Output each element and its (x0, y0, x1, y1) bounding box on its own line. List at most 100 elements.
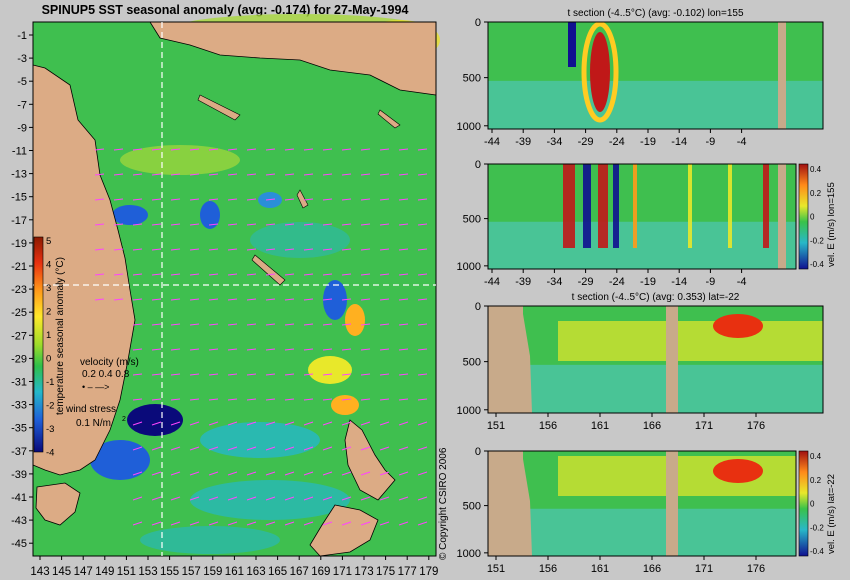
map-y-tick-label: -7 (17, 99, 27, 111)
wind-vector (417, 323, 428, 326)
wind-vector (341, 348, 352, 351)
wind-vector (398, 421, 409, 426)
wind-vector (360, 348, 371, 351)
wind-vector (227, 323, 238, 326)
wind-vector (208, 198, 219, 201)
wind-vector (417, 223, 428, 226)
panel-side-label: vel. E (m/s) lon=155 (826, 182, 837, 267)
panel-y-tick-label: 1000 (457, 548, 481, 560)
wind-vector (360, 373, 371, 376)
wind-vector (246, 373, 257, 376)
map-x-tick-label: 143 (30, 566, 49, 578)
wind-vector (360, 198, 371, 201)
wind-vector (208, 398, 219, 401)
wind-vector (113, 198, 124, 201)
wind-vector (246, 298, 257, 301)
map-y-tick-label: -45 (11, 538, 27, 550)
wind-vector (417, 471, 428, 476)
wind-vector (379, 323, 390, 326)
wind-vector (341, 273, 352, 276)
panel-colorbar-tick-label: 0.4 (810, 165, 822, 174)
wind-vector (341, 198, 352, 201)
wind-vector (341, 421, 352, 426)
panel-x-tick-label: -29 (578, 276, 594, 288)
wind-vector (151, 148, 162, 151)
panel-x-tick-label: 166 (643, 563, 661, 575)
colorbar-tick-label: -3 (46, 424, 54, 435)
panel-deep-layer (488, 80, 823, 129)
wind-vector (303, 373, 314, 376)
panel-y-tick-label: 0 (475, 301, 481, 313)
panel-title: t section (-4..5°C) (avg: 0.353) lat=-22 (572, 292, 740, 303)
wind-vector (265, 521, 276, 526)
wind-vector (341, 173, 352, 176)
wind-vector (170, 471, 181, 476)
map-x-tick-label: 165 (268, 566, 287, 578)
wind-vector (341, 298, 352, 301)
colorbar-tick-label: -2 (46, 401, 54, 412)
panel-deep-layer (488, 508, 796, 556)
section-land-coast (488, 306, 532, 413)
panel-y-tick-label: 0 (475, 446, 481, 458)
wind-vector (94, 173, 105, 176)
wind-vector (170, 298, 181, 301)
panel-side-label: vel. E (m/s) lat=-22 (826, 474, 837, 554)
map-x-tick-label: 163 (246, 566, 265, 578)
wind-vector (303, 471, 314, 476)
wind-vector (284, 471, 295, 476)
velocity-band (613, 164, 619, 248)
wind-vector (246, 248, 257, 251)
wind-vector (208, 521, 219, 526)
wind-vector (246, 348, 257, 351)
map-anomaly-patch (200, 201, 220, 229)
cold-anomaly (568, 22, 576, 67)
wind-vector (189, 348, 200, 351)
wind-vector (132, 323, 143, 326)
wind-vector (189, 446, 200, 451)
wind-vector (379, 223, 390, 226)
wind-vector (170, 173, 181, 176)
wind-scale: 0.1 N/m (76, 418, 111, 429)
map-y-tick-label: -37 (11, 446, 27, 458)
panel-y-tick-label: 500 (463, 73, 481, 85)
section-panel: t section (-4..5°C) (avg: 0.353) lat=-22… (457, 292, 824, 432)
colorbar (33, 236, 44, 453)
wind-vector (265, 373, 276, 376)
wind-vector (360, 446, 371, 451)
panel-y-tick-label: 0 (475, 17, 481, 29)
map-anomaly-patch (331, 395, 359, 415)
velocity-band (563, 164, 575, 248)
map-x-tick-label: 155 (160, 566, 179, 578)
wind-vector (303, 223, 314, 226)
wind-vector (265, 148, 276, 151)
wind-vector (170, 446, 181, 451)
wind-vector (151, 496, 162, 501)
velocity-label: velocity (m/s) (80, 357, 139, 368)
tasmania-land (35, 482, 81, 526)
wind-vector (398, 223, 409, 226)
panel-colorbar-tick-label: -0.2 (810, 523, 824, 532)
wind-vector (284, 298, 295, 301)
panel-x-tick-label: -44 (484, 136, 500, 148)
panel-colorbar-tick-label: -0.4 (810, 547, 824, 556)
wind-vector (227, 173, 238, 176)
panel-colorbar (798, 163, 809, 270)
panel-x-tick-label: -9 (706, 276, 716, 288)
wind-vector (170, 348, 181, 351)
map-anomaly-patch (323, 280, 347, 320)
wind-vector (113, 273, 124, 276)
wind-vector (360, 398, 371, 401)
panel-title: t section (-4..5°C) (avg: -0.102) lon=15… (567, 8, 743, 19)
panel-x-tick-label: -14 (671, 136, 687, 148)
wind-vector (265, 446, 276, 451)
map-y-tick-label: -13 (11, 169, 27, 181)
map-anomaly-patch (90, 440, 150, 480)
wind-vector (227, 398, 238, 401)
wind-vector (151, 198, 162, 201)
section-panels: t section (-4..5°C) (avg: -0.102) lon=15… (457, 8, 837, 575)
map-x-tick-label: 145 (52, 566, 71, 578)
wind-vector (303, 248, 314, 251)
wind-vector (360, 521, 371, 526)
wind-vector (265, 398, 276, 401)
section-land (666, 306, 678, 413)
